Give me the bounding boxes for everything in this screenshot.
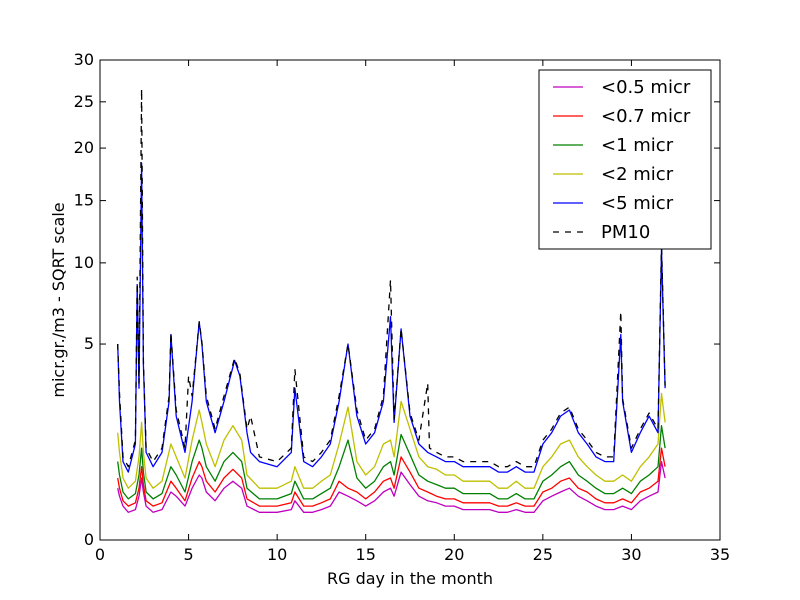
y-tick-label: 10	[74, 253, 94, 272]
x-axis: 0 5 10 15 20 25 30 35	[95, 60, 730, 564]
legend-label: <5 micr	[601, 193, 674, 214]
legend-label: PM10	[601, 222, 650, 243]
series-line-6	[117, 88, 666, 468]
y-tick-label: 15	[74, 191, 94, 210]
legend-label: <0.5 micr	[601, 77, 691, 98]
x-tick-label: 30	[621, 545, 641, 564]
x-tick-label: 20	[444, 545, 464, 564]
legend-box	[538, 69, 712, 250]
series-line-2	[117, 447, 666, 507]
y-tick-label: 25	[74, 92, 94, 111]
y-axis: 0 5 10 15 20 25 30	[74, 50, 720, 549]
x-axis-label: RG day in the month	[327, 569, 493, 588]
legend-label: <2 micr	[601, 164, 674, 185]
y-tick-label: 30	[74, 50, 94, 69]
y-tick-label: 20	[74, 138, 94, 157]
x-tick-label: 35	[710, 545, 730, 564]
legend-label: <1 micr	[601, 135, 674, 156]
y-axis-label: micr.gr./m3 - SQRT scale	[49, 202, 68, 397]
series-layer	[117, 88, 666, 513]
y-tick-label: 0	[84, 530, 94, 549]
series-line-3	[117, 425, 666, 500]
x-tick-label: 10	[267, 545, 287, 564]
x-tick-label: 0	[95, 545, 105, 564]
legend: <0.5 micr <0.7 micr <1 micr <2 micr <5 micr P…	[538, 69, 712, 250]
legend-label: <0.7 micr	[601, 106, 691, 127]
x-tick-label: 5	[183, 545, 193, 564]
plot-frame	[99, 59, 721, 541]
series-line-5	[117, 162, 666, 473]
y-tick-label: 5	[84, 334, 94, 353]
series-line-4	[117, 392, 666, 489]
x-tick-label: 15	[356, 545, 376, 564]
x-tick-label: 25	[533, 545, 553, 564]
series-line-1	[117, 460, 666, 513]
